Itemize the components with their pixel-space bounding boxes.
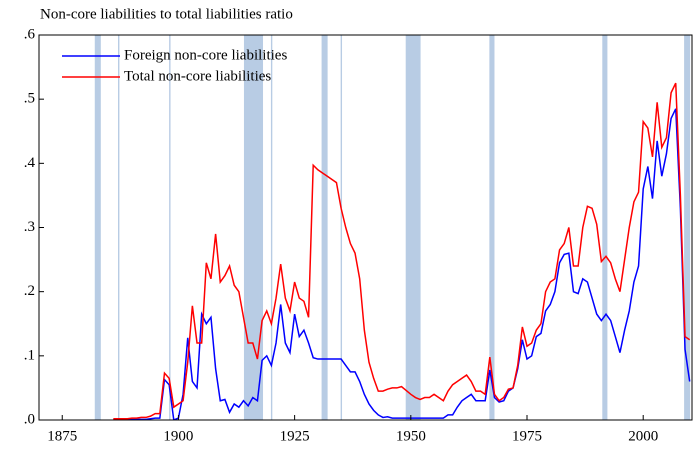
- legend-label: Foreign non-core liabilities: [124, 47, 287, 63]
- shaded-period: [489, 35, 495, 420]
- shaded-period: [405, 35, 421, 420]
- chart-title: Non-core liabilities to total liabilitie…: [40, 6, 293, 22]
- shaded-period: [684, 35, 691, 420]
- shaded-period: [118, 35, 120, 420]
- y-tick-label: .0: [24, 411, 35, 427]
- legend-label: Total non-core liabilities: [124, 68, 271, 84]
- shaded-period: [94, 35, 101, 420]
- plot-frame: [38, 34, 693, 421]
- shaded-period: [321, 35, 328, 420]
- y-tick-label: .2: [24, 283, 35, 299]
- data-line: [113, 108, 691, 420]
- shaded-period: [602, 35, 608, 420]
- shaded-period: [270, 35, 273, 420]
- x-tick-label: 1900: [163, 428, 193, 444]
- plot-area: [94, 35, 691, 420]
- shaded-period: [340, 35, 343, 420]
- shaded-period: [243, 35, 264, 420]
- y-tick-label: .5: [24, 91, 35, 107]
- x-tick-label: 1925: [280, 428, 310, 444]
- shaded-period: [169, 35, 171, 420]
- y-tick-label: .4: [24, 155, 36, 171]
- x-tick-label: 1975: [512, 428, 542, 444]
- y-tick-label: .1: [24, 347, 35, 363]
- x-tick-label: 2000: [628, 428, 658, 444]
- x-tick-label: 1950: [396, 428, 426, 444]
- x-tick-label: 1875: [47, 428, 77, 444]
- data-line: [113, 82, 691, 420]
- y-tick-label: .6: [24, 26, 36, 42]
- y-tick-label: .3: [24, 219, 35, 235]
